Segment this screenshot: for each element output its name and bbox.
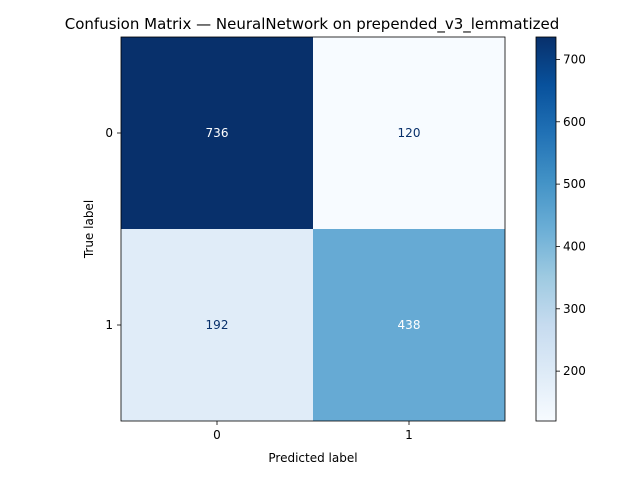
y-tick-label: 0	[105, 126, 113, 140]
colorbar-tick-label: 600	[563, 115, 586, 129]
colorbar-tick-label: 400	[563, 239, 586, 253]
colorbar-tick-label: 200	[563, 364, 586, 378]
x-tick-label: 0	[213, 428, 221, 442]
cell-value-label: 438	[398, 318, 421, 332]
colorbar-tick-label: 300	[563, 302, 586, 316]
x-tick-label: 1	[405, 428, 413, 442]
cell-value-label: 120	[398, 126, 421, 140]
colorbar-tick-label: 500	[563, 177, 586, 191]
y-axis-label: True label	[82, 200, 96, 259]
heatmap-frame	[120, 36, 506, 422]
y-axis-ticks: 01	[105, 126, 121, 332]
cell-value-label: 736	[206, 126, 229, 140]
heatmap-cell	[313, 37, 505, 229]
y-tick-label: 1	[105, 318, 113, 332]
heatmap-cell	[121, 229, 313, 421]
x-axis-label: Predicted label	[268, 451, 357, 465]
colorbar	[535, 36, 557, 422]
heatmap-cell	[121, 37, 313, 229]
heatmap-cell	[313, 229, 505, 421]
heatmap-cell-labels: 736 120 192 438	[206, 126, 421, 332]
cell-value-label: 192	[206, 318, 229, 332]
colorbar-ticks: 200 300 400 500 600 700	[556, 52, 586, 378]
chart-title: Confusion Matrix — NeuralNetwork on prep…	[65, 15, 560, 34]
heatmap-cells	[121, 37, 505, 421]
colorbar-tick-label: 700	[563, 52, 586, 66]
